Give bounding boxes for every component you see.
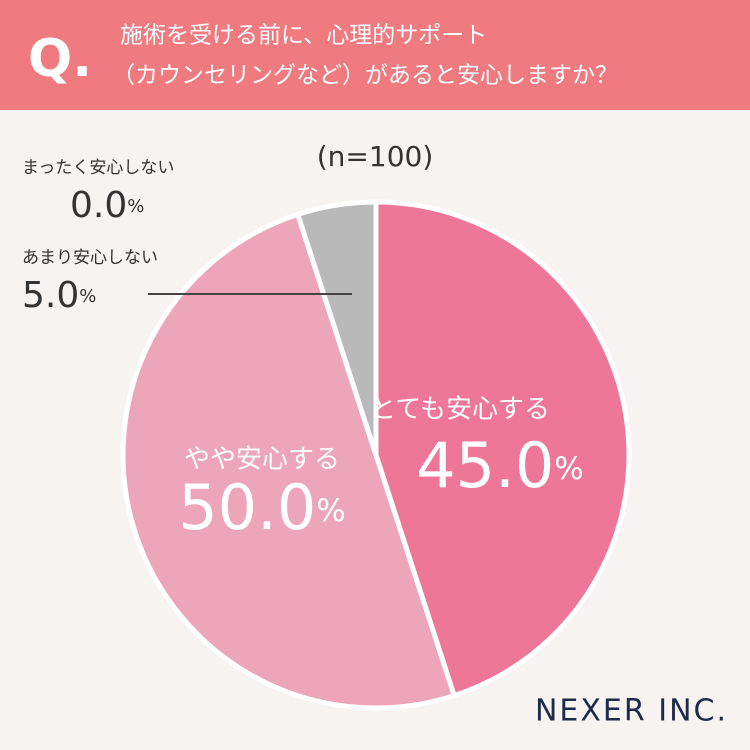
slice-label: あまり安心しない <box>22 248 158 268</box>
value-label: 5.0% <box>22 275 96 316</box>
slice-label: まったく安心しない <box>22 158 174 178</box>
title-line: 施術を受ける前に、心理的サポート <box>120 23 487 49</box>
value-label: 45.0% <box>416 429 584 502</box>
brand-logo: NEXER INC. <box>535 694 728 729</box>
value-label: 0.0% <box>70 185 144 226</box>
question-mark: Q. <box>28 29 92 89</box>
title-line: （カウンセリングなど）があると安心しますか？ <box>112 63 618 89</box>
sample-size: (n=100) <box>317 140 434 173</box>
pie-slice <box>120 211 457 711</box>
value-label: 50.0% <box>178 471 346 544</box>
pie-slice <box>373 199 632 699</box>
slice-label: やや安心する <box>184 445 340 475</box>
slice-label: とても安心する <box>370 395 550 425</box>
header-band <box>0 0 750 110</box>
